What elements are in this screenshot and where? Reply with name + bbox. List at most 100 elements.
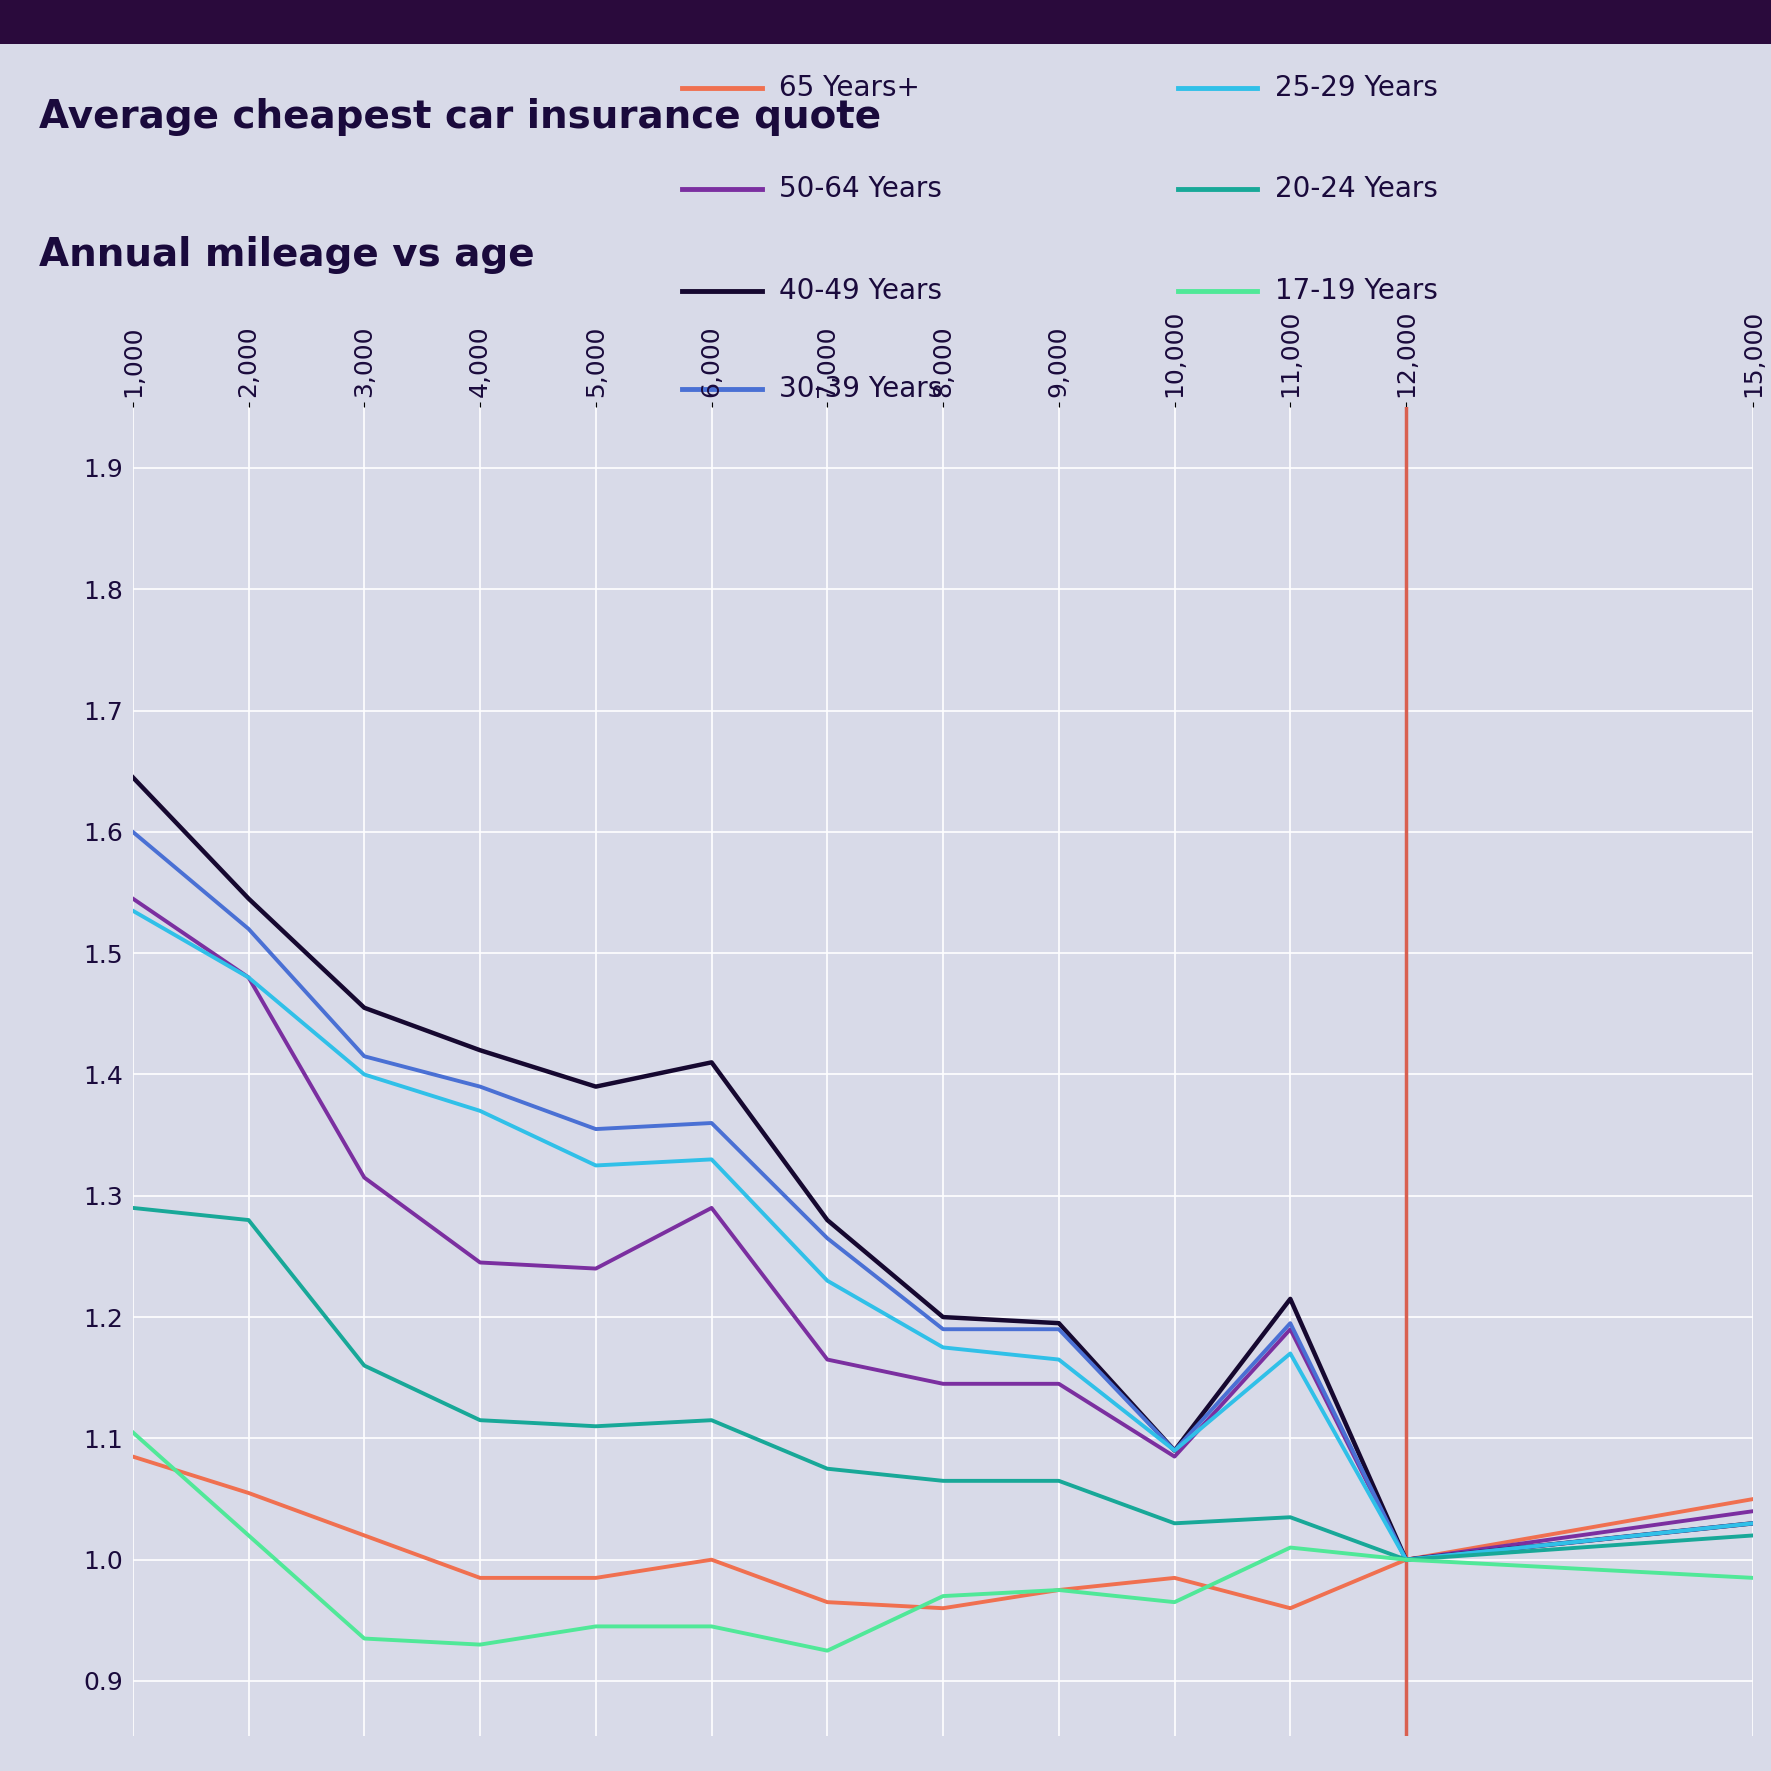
20-24 Years xyxy=(1743,1525,1764,1546)
Text: 50-64 Years: 50-64 Years xyxy=(779,175,942,204)
25-29 Years xyxy=(1048,1350,1070,1371)
40-49 Years xyxy=(354,997,375,1018)
50-64 Years xyxy=(354,1167,375,1188)
30-39 Years xyxy=(932,1319,953,1341)
50-64 Years xyxy=(1280,1319,1302,1341)
25-29 Years xyxy=(584,1155,606,1176)
40-49 Years xyxy=(1396,1550,1417,1571)
40-49 Years xyxy=(1280,1288,1302,1309)
25-29 Years xyxy=(1743,1512,1764,1534)
50-64 Years xyxy=(816,1350,838,1371)
20-24 Years xyxy=(1048,1470,1070,1491)
40-49 Years xyxy=(237,887,259,909)
30-39 Years xyxy=(354,1045,375,1066)
Text: 25-29 Years: 25-29 Years xyxy=(1275,74,1438,103)
17-19 Years xyxy=(354,1628,375,1649)
40-49 Years xyxy=(1164,1440,1185,1461)
20-24 Years xyxy=(1280,1507,1302,1528)
17-19 Years xyxy=(1396,1550,1417,1571)
25-29 Years xyxy=(237,967,259,988)
65 Years+ xyxy=(122,1445,143,1466)
50-64 Years xyxy=(237,967,259,988)
65 Years+ xyxy=(469,1567,491,1589)
30-39 Years xyxy=(469,1077,491,1098)
20-24 Years xyxy=(1164,1512,1185,1534)
20-24 Years xyxy=(122,1197,143,1218)
40-49 Years xyxy=(1048,1312,1070,1334)
Text: 65 Years+: 65 Years+ xyxy=(779,74,921,103)
20-24 Years xyxy=(469,1410,491,1431)
65 Years+ xyxy=(1048,1580,1070,1601)
25-29 Years xyxy=(816,1270,838,1291)
20-24 Years xyxy=(816,1458,838,1479)
65 Years+ xyxy=(1280,1597,1302,1619)
50-64 Years xyxy=(122,887,143,909)
40-49 Years xyxy=(932,1307,953,1328)
Text: 30-39 Years: 30-39 Years xyxy=(779,375,942,404)
30-39 Years xyxy=(584,1119,606,1141)
40-49 Years xyxy=(584,1077,606,1098)
30-39 Years xyxy=(1396,1550,1417,1571)
17-19 Years xyxy=(584,1615,606,1636)
25-29 Years xyxy=(1280,1342,1302,1364)
20-24 Years xyxy=(354,1355,375,1376)
30-39 Years xyxy=(1164,1440,1185,1461)
65 Years+ xyxy=(932,1597,953,1619)
25-29 Years xyxy=(1396,1550,1417,1571)
30-39 Years xyxy=(1280,1312,1302,1334)
17-19 Years xyxy=(237,1525,259,1546)
65 Years+ xyxy=(1164,1567,1185,1589)
Line: 40-49 Years: 40-49 Years xyxy=(133,777,1753,1560)
40-49 Years xyxy=(1743,1512,1764,1534)
50-64 Years xyxy=(932,1373,953,1394)
17-19 Years xyxy=(122,1422,143,1443)
25-29 Years xyxy=(122,900,143,921)
50-64 Years xyxy=(701,1197,723,1218)
17-19 Years xyxy=(469,1635,491,1656)
30-39 Years xyxy=(122,822,143,843)
40-49 Years xyxy=(816,1210,838,1231)
17-19 Years xyxy=(1743,1567,1764,1589)
Text: 17-19 Years: 17-19 Years xyxy=(1275,276,1438,305)
Text: 40-49 Years: 40-49 Years xyxy=(779,276,942,305)
50-64 Years xyxy=(469,1252,491,1273)
50-64 Years xyxy=(1396,1550,1417,1571)
30-39 Years xyxy=(816,1227,838,1249)
50-64 Years xyxy=(584,1257,606,1279)
20-24 Years xyxy=(584,1415,606,1436)
17-19 Years xyxy=(1164,1592,1185,1613)
25-29 Years xyxy=(469,1100,491,1121)
20-24 Years xyxy=(1396,1550,1417,1571)
25-29 Years xyxy=(701,1149,723,1171)
17-19 Years xyxy=(816,1640,838,1661)
40-49 Years xyxy=(122,767,143,788)
25-29 Years xyxy=(932,1337,953,1358)
Line: 65 Years+: 65 Years+ xyxy=(133,1456,1753,1608)
17-19 Years xyxy=(932,1585,953,1606)
30-39 Years xyxy=(237,919,259,940)
65 Years+ xyxy=(237,1482,259,1504)
20-24 Years xyxy=(932,1470,953,1491)
Line: 30-39 Years: 30-39 Years xyxy=(133,832,1753,1560)
65 Years+ xyxy=(1396,1550,1417,1571)
30-39 Years xyxy=(701,1112,723,1133)
17-19 Years xyxy=(1048,1580,1070,1601)
65 Years+ xyxy=(701,1550,723,1571)
25-29 Years xyxy=(354,1064,375,1086)
50-64 Years xyxy=(1164,1445,1185,1466)
17-19 Years xyxy=(701,1615,723,1636)
25-29 Years xyxy=(1164,1440,1185,1461)
Text: Annual mileage vs age: Annual mileage vs age xyxy=(39,236,535,275)
65 Years+ xyxy=(816,1592,838,1613)
Line: 20-24 Years: 20-24 Years xyxy=(133,1208,1753,1560)
Line: 25-29 Years: 25-29 Years xyxy=(133,910,1753,1560)
65 Years+ xyxy=(584,1567,606,1589)
30-39 Years xyxy=(1048,1319,1070,1341)
50-64 Years xyxy=(1743,1500,1764,1521)
20-24 Years xyxy=(237,1210,259,1231)
65 Years+ xyxy=(354,1525,375,1546)
65 Years+ xyxy=(1743,1488,1764,1509)
40-49 Years xyxy=(701,1052,723,1073)
Text: 20-24 Years: 20-24 Years xyxy=(1275,175,1438,204)
20-24 Years xyxy=(701,1410,723,1431)
